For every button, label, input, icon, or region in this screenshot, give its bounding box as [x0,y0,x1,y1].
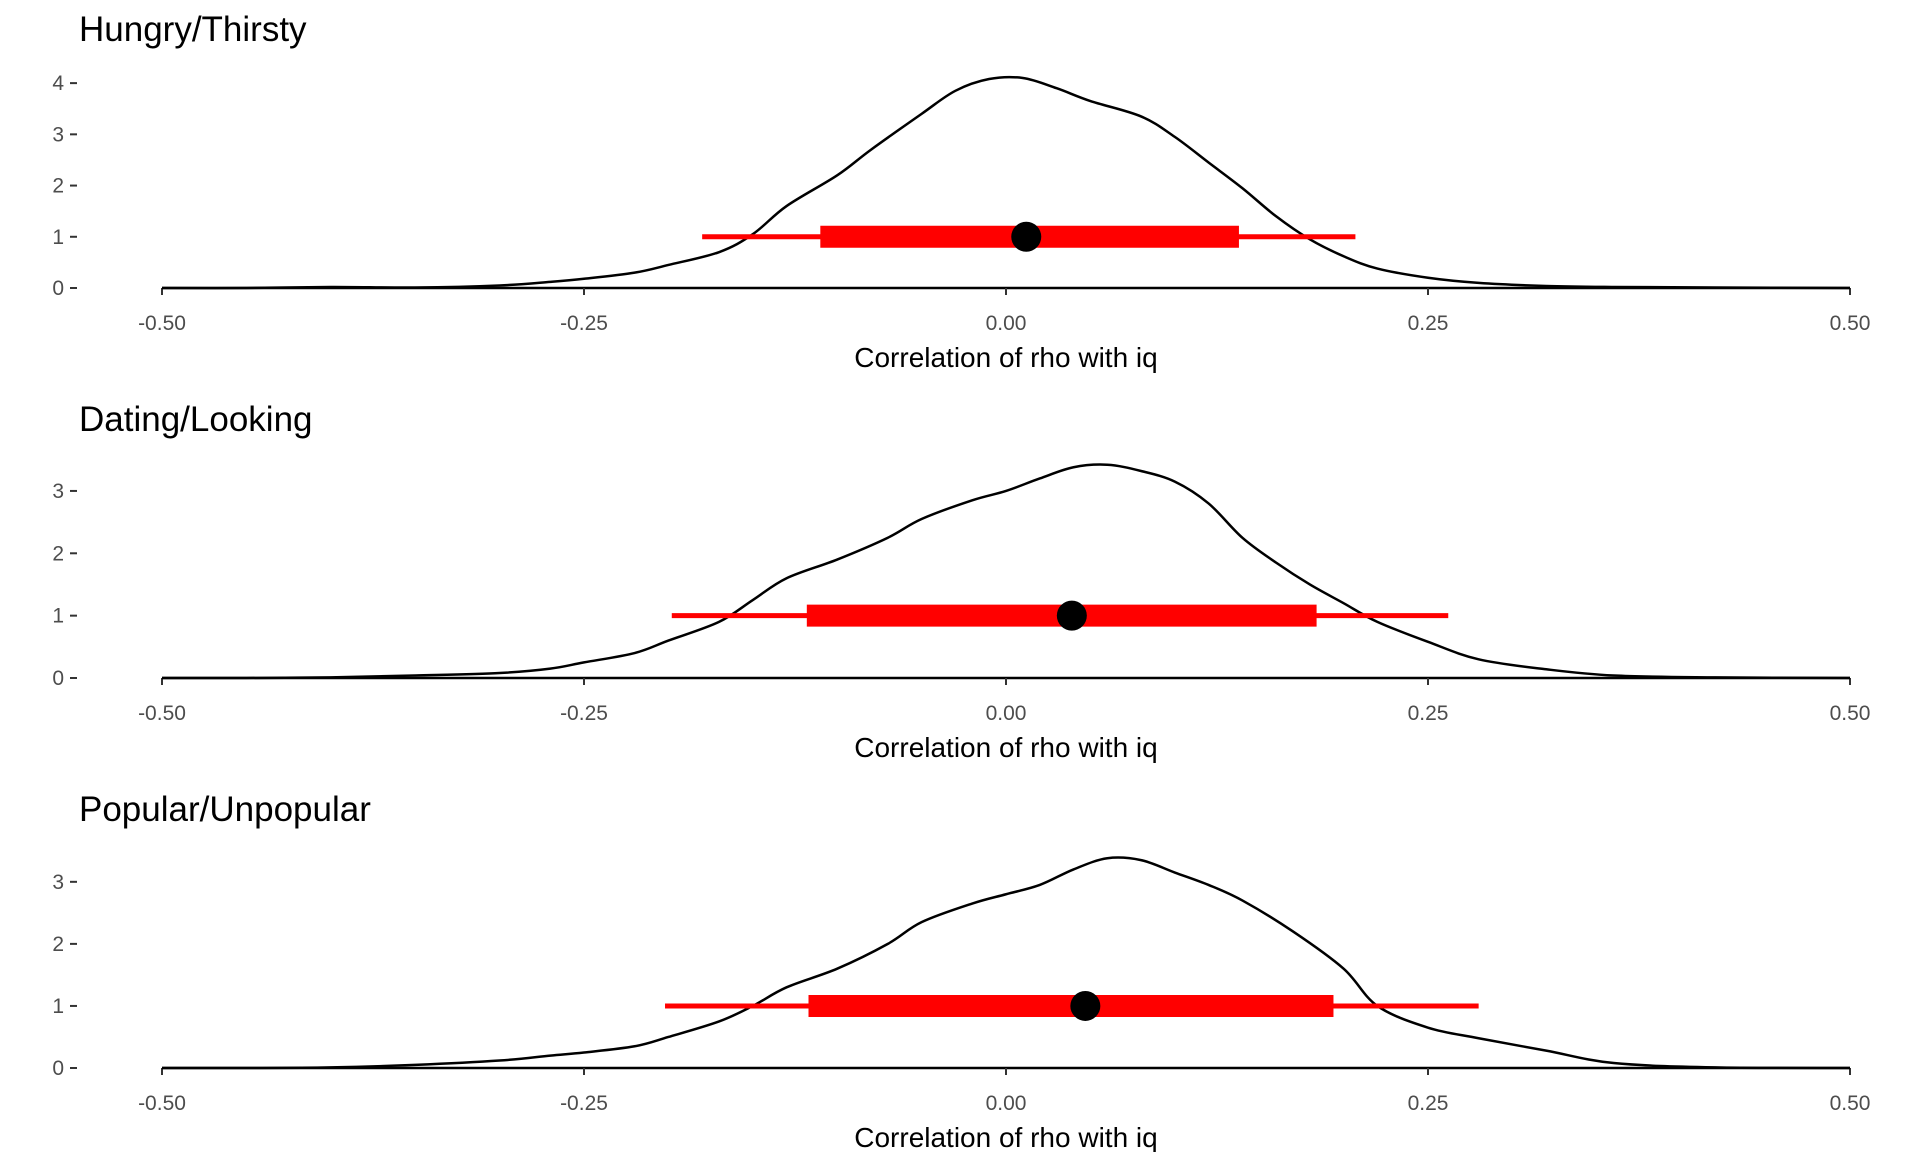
x-tick-label: -0.25 [560,312,608,335]
x-tick-label: 0.50 [1830,312,1871,335]
x-tick-label: -0.50 [138,702,186,725]
x-tick-label: 0.00 [986,1092,1027,1115]
x-tick-label: -0.50 [138,1092,186,1115]
y-tick-label: 1 [52,995,64,1018]
x-tick-label: 0.25 [1408,702,1449,725]
x-axis-title: Correlation of rho with iq [854,732,1157,763]
density-curve [161,75,1851,290]
x-tick-label: 0.50 [1830,702,1871,725]
y-tick-label: 3 [52,871,64,894]
y-tick-label: 2 [52,175,64,198]
point-estimate [1070,990,1101,1021]
x-tick-label: -0.50 [138,312,186,335]
x-tick-label: 0.00 [986,312,1027,335]
chart-panel-1: Hungry/Thirsty 0 1 2 3 4 -0.50 -0.25 0.00 0.25 0.5… [52,10,1870,373]
y-tick-label: 0 [52,277,64,300]
chart-panel-2: Dating/Looking 0 1 2 3 -0.50 -0.25 0.00 0.25 0.50… [52,400,1870,763]
y-tick-label: 0 [52,1057,64,1080]
y-tick-label: 1 [52,226,64,249]
chart-panel-3: Popular/Unpopular 0 1 2 3 -0.50 -0.25 0.00 0.25 0… [52,790,1871,1153]
point-estimate [1011,221,1042,252]
y-tick-label: 3 [52,123,64,146]
panel-title: Dating/Looking [79,400,313,439]
point-estimate [1056,600,1087,631]
x-tick-label: -0.25 [560,702,608,725]
x-axis-title: Correlation of rho with iq [854,1122,1157,1152]
y-tick-label: 1 [52,605,64,628]
x-axis-title: Correlation of rho with iq [854,342,1157,373]
y-tick-label: 0 [52,667,64,690]
y-tick-label: 4 [52,72,64,95]
y-tick-label: 2 [52,933,64,956]
panel-title: Popular/Unpopular [79,790,371,829]
y-tick-label: 3 [52,480,64,503]
x-tick-label: 0.25 [1408,312,1449,335]
x-tick-label: 0.50 [1830,1092,1871,1115]
density-curve [161,856,1851,1070]
density-curve [161,463,1851,680]
x-tick-label: -0.25 [560,1092,608,1115]
y-tick-label: 2 [52,542,64,565]
x-tick-label: 0.25 [1408,1092,1449,1115]
panel-title: Hungry/Thirsty [79,10,307,49]
x-tick-label: 0.00 [986,702,1027,725]
